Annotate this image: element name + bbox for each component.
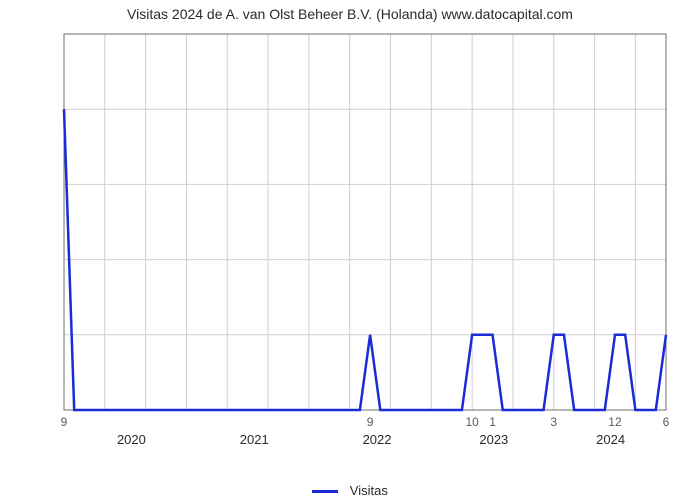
legend-label: Visitas xyxy=(350,483,388,498)
legend-swatch xyxy=(312,490,338,493)
svg-text:12: 12 xyxy=(608,415,622,429)
svg-text:2020: 2020 xyxy=(117,432,146,447)
svg-text:1: 1 xyxy=(489,415,496,429)
legend: Visitas xyxy=(0,483,700,498)
svg-text:2023: 2023 xyxy=(479,432,508,447)
chart-title: Visitas 2024 de A. van Olst Beheer B.V. … xyxy=(0,6,700,22)
svg-text:2021: 2021 xyxy=(240,432,269,447)
svg-text:3: 3 xyxy=(550,415,557,429)
chart-svg: 01234599101312620202021202220232024 xyxy=(60,30,670,460)
svg-text:10: 10 xyxy=(465,415,479,429)
svg-text:2024: 2024 xyxy=(596,432,625,447)
chart-plot-area: 01234599101312620202021202220232024 xyxy=(60,30,670,460)
svg-text:2022: 2022 xyxy=(363,432,392,447)
svg-text:9: 9 xyxy=(367,415,374,429)
svg-text:9: 9 xyxy=(61,415,68,429)
svg-text:6: 6 xyxy=(663,415,670,429)
